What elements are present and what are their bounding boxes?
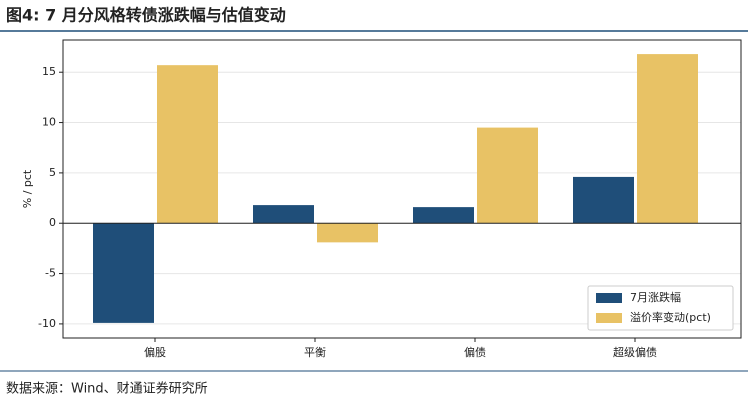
y-tick-label: -5 <box>45 267 56 280</box>
x-tick-label: 平衡 <box>304 346 326 359</box>
bar <box>573 176 634 224</box>
y-axis-label: % / pct <box>21 169 34 208</box>
y-tick-label: -10 <box>38 317 56 330</box>
source-note: 数据来源：Wind、财通证券研究所 <box>6 381 208 397</box>
y-tick-label: 0 <box>49 216 56 229</box>
legend-box <box>587 285 734 331</box>
legend-swatch <box>596 313 622 323</box>
bar <box>413 207 474 224</box>
y-tick-label: 5 <box>49 166 56 179</box>
x-tick-label: 偏债 <box>464 345 486 359</box>
bar <box>477 127 538 224</box>
bar <box>253 205 314 224</box>
y-tick-label: 10 <box>42 116 56 129</box>
bar <box>317 223 378 243</box>
bar <box>93 223 154 323</box>
legend-label: 溢价率变动(pct) <box>630 310 711 324</box>
plot-frame <box>62 39 742 339</box>
figure-title: 图4: 7 月分风格转债涨跌幅与估值变动 <box>6 6 286 25</box>
x-tick-label: 超级偏债 <box>613 345 657 359</box>
legend-swatch <box>596 293 622 303</box>
legend-label: 7月涨跌幅 <box>630 290 681 304</box>
x-tick-label: 偏股 <box>144 345 166 359</box>
bar <box>157 65 218 224</box>
bar <box>637 54 698 224</box>
y-tick-label: 15 <box>42 65 56 78</box>
